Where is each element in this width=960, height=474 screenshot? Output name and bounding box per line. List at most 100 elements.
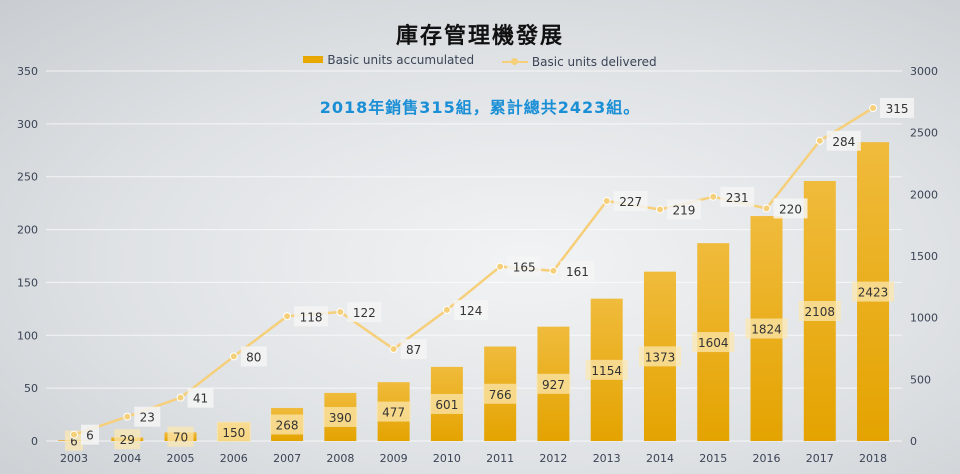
line-point: [70, 430, 78, 439]
x-tick-label: 2010: [433, 452, 461, 465]
line-label: 41: [193, 392, 208, 406]
bar-label-bg: [585, 359, 628, 380]
x-tick-label: 2007: [273, 452, 301, 465]
bar-label: 2108: [805, 305, 836, 319]
legend-item-delivered: Basic units delivered: [501, 55, 657, 69]
line-label-bg: [826, 130, 861, 151]
bar-label: 601: [435, 398, 458, 412]
bar-label: 29: [120, 433, 135, 447]
bar-label-bg: [745, 318, 788, 339]
line-label-bg: [507, 256, 542, 277]
bar-label-bg: [270, 414, 305, 435]
line-label-bg: [666, 199, 701, 220]
legend: Basic units accumulated Basic units deli…: [0, 52, 960, 69]
chart-annotation: 2018年銷售315組，累計總共2423組。: [319, 98, 641, 117]
bar-label: 268: [276, 418, 299, 432]
line-label: 122: [353, 306, 376, 320]
bar-label: 1154: [591, 364, 622, 378]
bar-label-bg: [167, 426, 194, 447]
line-point: [283, 312, 292, 321]
bar-label-bg: [323, 406, 358, 427]
right-tick-label: 2500: [910, 127, 938, 140]
bar-label: 766: [489, 388, 512, 402]
left-tick-label: 350: [17, 65, 38, 78]
line-label: 124: [459, 304, 482, 318]
line-label: 284: [832, 135, 855, 149]
x-tick-label: 2011: [486, 452, 514, 465]
line-label: 220: [779, 202, 802, 216]
line-point: [549, 266, 558, 275]
line-point: [496, 262, 505, 271]
line-label: 118: [300, 310, 323, 324]
legend-label: Basic units accumulated: [327, 52, 475, 67]
line-label-bg: [720, 186, 755, 207]
x-tick-label: 2018: [859, 452, 887, 465]
line-label-bg: [294, 306, 329, 327]
bar-label-bg: [376, 401, 411, 422]
line-point: [762, 204, 771, 213]
legend-swatch-bar: [303, 56, 324, 63]
line-point: [442, 305, 451, 314]
left-tick-label: 150: [17, 276, 38, 289]
x-tick-label: 2009: [380, 452, 408, 465]
left-tick-label: 250: [17, 171, 38, 184]
line-point: [815, 136, 824, 145]
legend-swatch-line: [501, 58, 528, 65]
right-tick-label: 2000: [910, 188, 938, 201]
line-point: [389, 345, 398, 354]
bar-label: 70: [173, 431, 188, 445]
line-point: [123, 412, 132, 421]
line-point: [709, 192, 718, 201]
line-label: 80: [246, 350, 261, 364]
left-tick-label: 300: [17, 118, 38, 131]
line-label: 165: [513, 261, 536, 275]
bar-label: 390: [329, 411, 352, 425]
x-tick-label: 2015: [699, 452, 727, 465]
x-tick-label: 2005: [167, 452, 195, 465]
x-tick-label: 2017: [806, 452, 834, 465]
bar-label-bg: [852, 281, 895, 302]
bar-label-bg: [798, 301, 841, 322]
line-label-bg: [187, 387, 214, 408]
line-label: 315: [886, 102, 909, 116]
x-tick-label: 2014: [646, 452, 674, 465]
bar-label: 1604: [698, 336, 729, 350]
left-tick-label: 0: [31, 435, 38, 448]
line-label-bg: [560, 260, 595, 281]
line-point: [229, 352, 238, 361]
bar-label-bg: [429, 393, 464, 414]
line-point: [336, 308, 345, 317]
line-label-bg: [400, 339, 427, 360]
line-label-bg: [240, 346, 267, 367]
line-label: 23: [140, 411, 155, 425]
bar-label: 927: [542, 378, 565, 392]
bar-label: 1373: [645, 350, 676, 364]
line-point: [655, 205, 664, 214]
right-tick-label: 500: [910, 373, 931, 386]
line-label-bg: [347, 302, 382, 323]
line-label-bg: [773, 198, 808, 219]
left-tick-label: 50: [24, 382, 38, 395]
line-label: 87: [406, 343, 421, 357]
line-label-bg: [453, 299, 488, 320]
line-point: [602, 197, 611, 206]
bar-label: 6: [70, 435, 78, 449]
bar-label-bg: [692, 332, 735, 353]
x-tick-label: 2016: [753, 452, 781, 465]
line-label: 231: [726, 191, 749, 205]
line-label: 161: [566, 265, 589, 279]
left-tick-label: 200: [17, 224, 38, 237]
line-label-bg: [81, 424, 99, 445]
bar-label-bg: [483, 383, 518, 404]
right-tick-label: 1500: [910, 250, 938, 263]
line-label-bg: [134, 406, 161, 427]
legend-label: Basic units delivered: [531, 55, 657, 69]
bar-label-bg: [114, 429, 141, 450]
right-tick-label: 3000: [910, 65, 938, 78]
x-tick-label: 2006: [220, 452, 248, 465]
bar-label: 477: [382, 406, 405, 420]
chart-title: 庫存管理機發展: [395, 24, 564, 49]
bar-label: 2423: [858, 286, 889, 300]
